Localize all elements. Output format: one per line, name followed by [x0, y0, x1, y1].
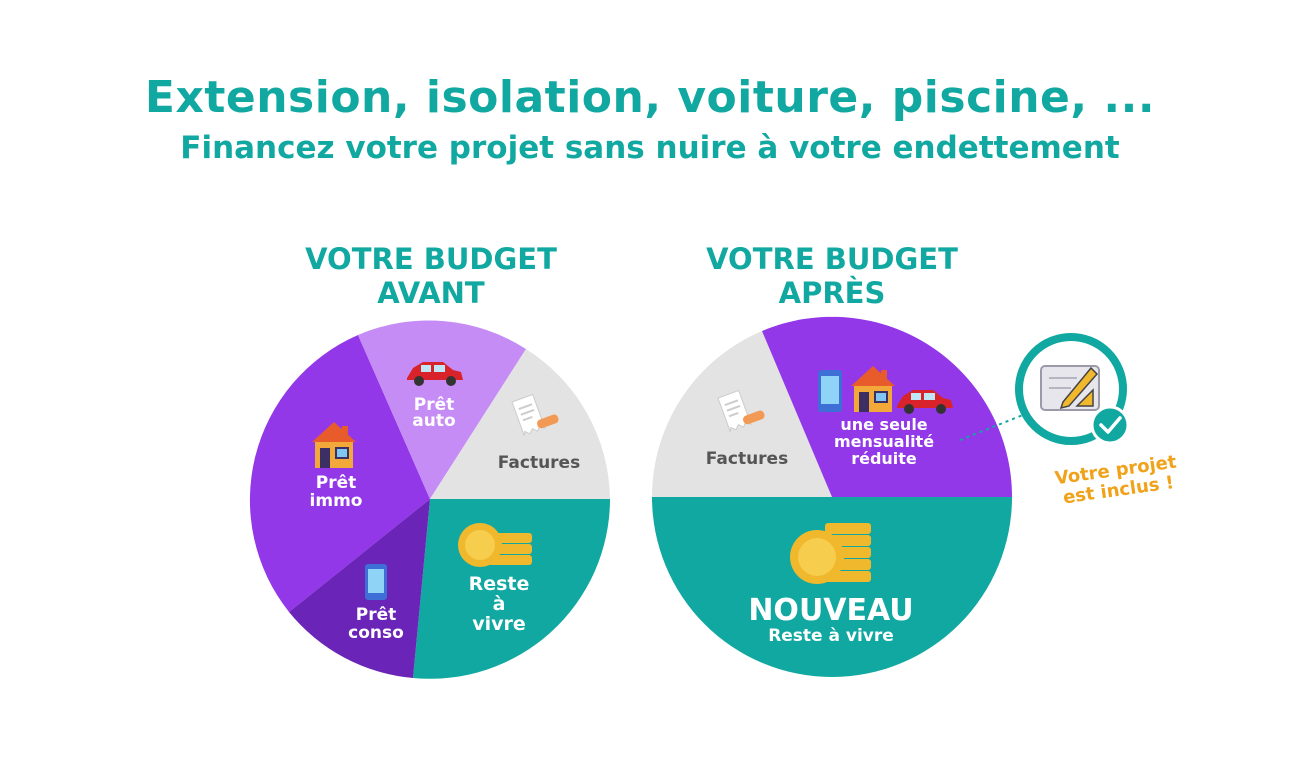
- receipt-icon: [717, 389, 765, 432]
- reste-label-1: Reste: [469, 573, 530, 595]
- slice-pret-auto: [358, 320, 526, 499]
- house-icon: [851, 366, 895, 412]
- nouveau-title: NOUVEAU: [748, 593, 913, 628]
- factures-after-label: Factures: [706, 449, 788, 469]
- mensualite-label-3: réduite: [851, 449, 917, 468]
- slice-pret-immo: [249, 335, 430, 612]
- house-icon: [312, 422, 356, 468]
- phone-icon: [365, 564, 387, 600]
- project-callout: Votre projet est inclus !: [959, 333, 1178, 508]
- pret-immo-label-2: immo: [310, 491, 363, 511]
- reste-label-3: vivre: [472, 613, 526, 635]
- before-pie-title: VOTRE BUDGET AVANT: [305, 242, 557, 310]
- receipt-icon: [511, 393, 559, 436]
- pret-conso-label-2: conso: [348, 623, 404, 643]
- pret-immo-label-1: Prêt: [316, 473, 357, 493]
- pret-conso-label-1: Prêt: [356, 605, 397, 625]
- before-pie: Prêt immo Prêt auto Factures: [249, 320, 610, 679]
- car-icon: [407, 362, 463, 386]
- page-subtitle: Financez votre projet sans nuire à votre…: [180, 130, 1120, 166]
- pret-auto-label-2: auto: [412, 411, 455, 431]
- after-pie-title: VOTRE BUDGET APRÈS: [706, 242, 958, 310]
- callout-connector: [959, 412, 1029, 441]
- reste-label-2: à: [493, 593, 506, 615]
- coins-icon: [458, 523, 532, 567]
- pret-auto-label-1: Prêt: [414, 395, 455, 415]
- slice-pret-conso: [289, 499, 430, 678]
- after-pie: Factures une seule mensualité réduite: [651, 316, 1013, 677]
- page-title: Extension, isolation, voiture, piscine, …: [144, 72, 1156, 123]
- factures-before-label: Factures: [498, 453, 580, 473]
- slice-nouveau-reste: [652, 497, 1012, 677]
- mensualite-label-1: une seule: [840, 415, 927, 434]
- phone-icon: [818, 370, 842, 412]
- car-icon: [897, 390, 953, 414]
- check-icon: [1090, 405, 1130, 445]
- blueprint-icon: [1040, 365, 1100, 411]
- coins-icon: [790, 523, 871, 584]
- mensualite-label-2: mensualité: [834, 432, 934, 451]
- nouveau-subtitle: Reste à vivre: [768, 626, 894, 646]
